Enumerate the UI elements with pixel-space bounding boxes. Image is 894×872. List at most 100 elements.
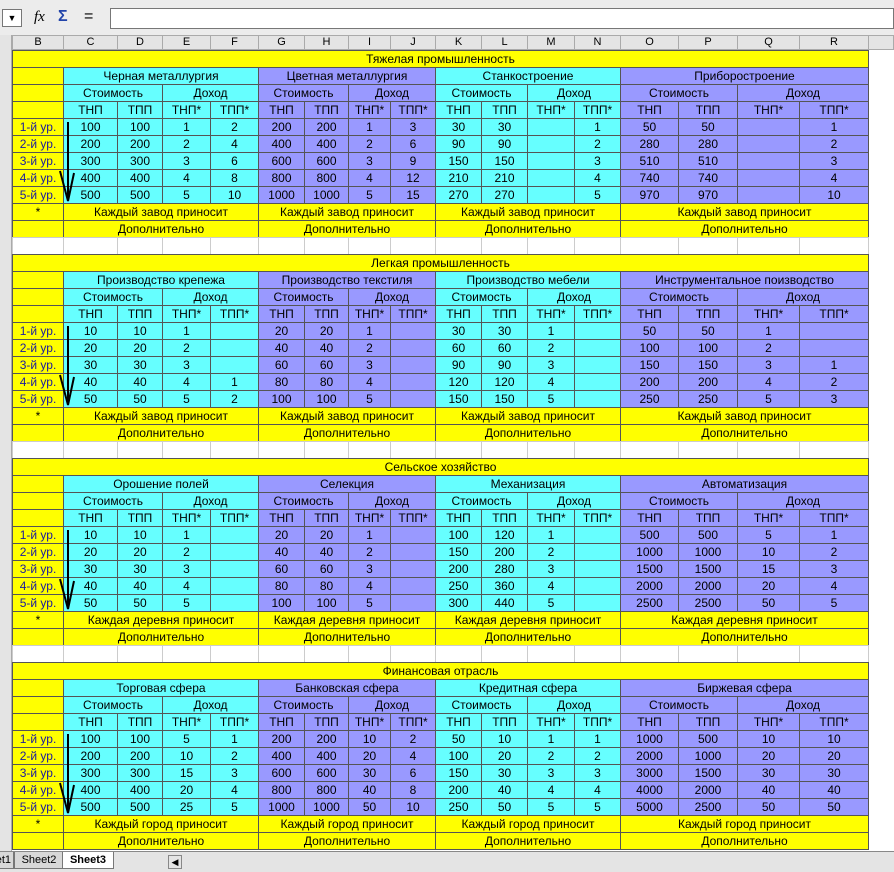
column-header[interactable]: E (162, 35, 211, 50)
column-label: ТНП* (527, 305, 575, 323)
column-header[interactable]: G (258, 35, 305, 50)
value-cell: 4 (348, 577, 391, 595)
column-header[interactable]: K (435, 35, 482, 50)
value-cell: 4000 (620, 781, 679, 799)
label-cell (12, 713, 64, 731)
value-cell: 200 (117, 747, 163, 765)
column-header[interactable]: D (117, 35, 163, 50)
value-cell: 600 (258, 152, 305, 170)
column-label: ТПП (481, 101, 528, 119)
value-cell: 5 (162, 390, 211, 408)
empty-cell (390, 441, 436, 459)
brings-label: Каждый завод приносит (258, 203, 436, 221)
sheet-tab[interactable]: Sheet1 (0, 852, 14, 869)
sector-name: Торговая сфера (63, 679, 259, 697)
value-cell: 250 (435, 798, 482, 816)
value-cell: 100 (435, 526, 482, 544)
cost-header: Стоимость (258, 84, 349, 102)
value-cell (210, 594, 259, 612)
value-cell: 100 (304, 390, 349, 408)
value-cell: 1000 (678, 543, 738, 561)
cost-header: Стоимость (620, 492, 738, 510)
value-cell: 1000 (258, 798, 305, 816)
value-cell (527, 152, 575, 170)
sector-name: Банковская сфера (258, 679, 436, 697)
value-cell: 2 (348, 543, 391, 561)
empty-cell (481, 645, 528, 663)
value-cell: 30 (481, 118, 528, 136)
column-label: ТПП (304, 305, 349, 323)
empty-cell (348, 237, 391, 255)
value-cell: 90 (435, 135, 482, 153)
column-header[interactable]: J (390, 35, 436, 50)
column-label: ТНП (435, 101, 482, 119)
column-label: ТНП* (527, 713, 575, 731)
value-cell: 440 (481, 594, 528, 612)
value-cell: 1 (574, 118, 621, 136)
column-label: ТПП* (390, 101, 436, 119)
column-header[interactable]: R (799, 35, 869, 50)
value-cell: 2000 (620, 747, 679, 765)
column-header[interactable]: N (574, 35, 621, 50)
value-cell: 1 (574, 730, 621, 748)
value-cell: 100 (435, 747, 482, 765)
column-header[interactable]: M (527, 35, 575, 50)
column-header[interactable]: L (481, 35, 528, 50)
empty-cell (481, 237, 528, 255)
sum-button[interactable]: Σ (58, 8, 68, 25)
value-cell: 2000 (678, 781, 738, 799)
value-cell: 30 (737, 764, 800, 782)
column-label: ТНП* (348, 509, 391, 527)
value-cell: 3 (527, 560, 575, 578)
column-label: ТНП (258, 509, 305, 527)
empty-cell (210, 237, 259, 255)
value-cell: 400 (63, 169, 118, 187)
sheet-tab[interactable]: Sheet3 (62, 852, 114, 869)
value-cell: 50 (737, 798, 800, 816)
function-wizard[interactable]: fx (34, 9, 45, 25)
additional-label: Дополнительно (258, 220, 436, 238)
level-label: 2-й ур. (12, 339, 64, 357)
sector-name: Станкостроение (435, 67, 621, 85)
label-cell (12, 271, 64, 289)
value-cell: 1000 (304, 186, 349, 204)
column-header[interactable]: H (304, 35, 349, 50)
column-header[interactable]: O (620, 35, 679, 50)
formula-input[interactable] (110, 8, 894, 29)
value-cell: 20 (258, 526, 305, 544)
name-box-dropdown[interactable]: ▼ (2, 9, 22, 27)
column-header[interactable]: F (210, 35, 259, 50)
sheet-tab[interactable]: Sheet2 (14, 852, 64, 869)
column-header[interactable]: C (63, 35, 118, 50)
value-cell: 4 (527, 781, 575, 799)
label-cell (12, 696, 64, 714)
value-cell: 100 (63, 118, 118, 136)
income-header: Доход (737, 84, 869, 102)
formula-button[interactable]: = (84, 8, 94, 25)
scroll-button[interactable]: ◀ (168, 855, 182, 869)
column-header[interactable]: I (348, 35, 391, 50)
value-cell (390, 322, 436, 340)
additional-label: Дополнительно (258, 628, 436, 646)
value-cell: 40 (117, 577, 163, 595)
additional-label: Дополнительно (435, 832, 621, 850)
value-cell: 600 (258, 764, 305, 782)
column-label: ТПП* (799, 713, 869, 731)
empty-cell (12, 237, 64, 255)
star-label: * (12, 407, 64, 425)
column-label: ТНП* (737, 509, 800, 527)
value-cell: 2 (210, 747, 259, 765)
column-header[interactable]: P (678, 35, 738, 50)
value-cell: 200 (258, 118, 305, 136)
empty-cell (737, 441, 800, 459)
value-cell: 2 (162, 339, 211, 357)
value-cell: 150 (481, 152, 528, 170)
income-header: Доход (527, 696, 621, 714)
column-header[interactable]: Q (737, 35, 800, 50)
value-cell: 2 (799, 135, 869, 153)
column-header[interactable]: B (12, 35, 64, 50)
value-cell: 20 (737, 747, 800, 765)
value-cell: 510 (620, 152, 679, 170)
empty-cell (799, 441, 869, 459)
sector-name: Черная металлургия (63, 67, 259, 85)
